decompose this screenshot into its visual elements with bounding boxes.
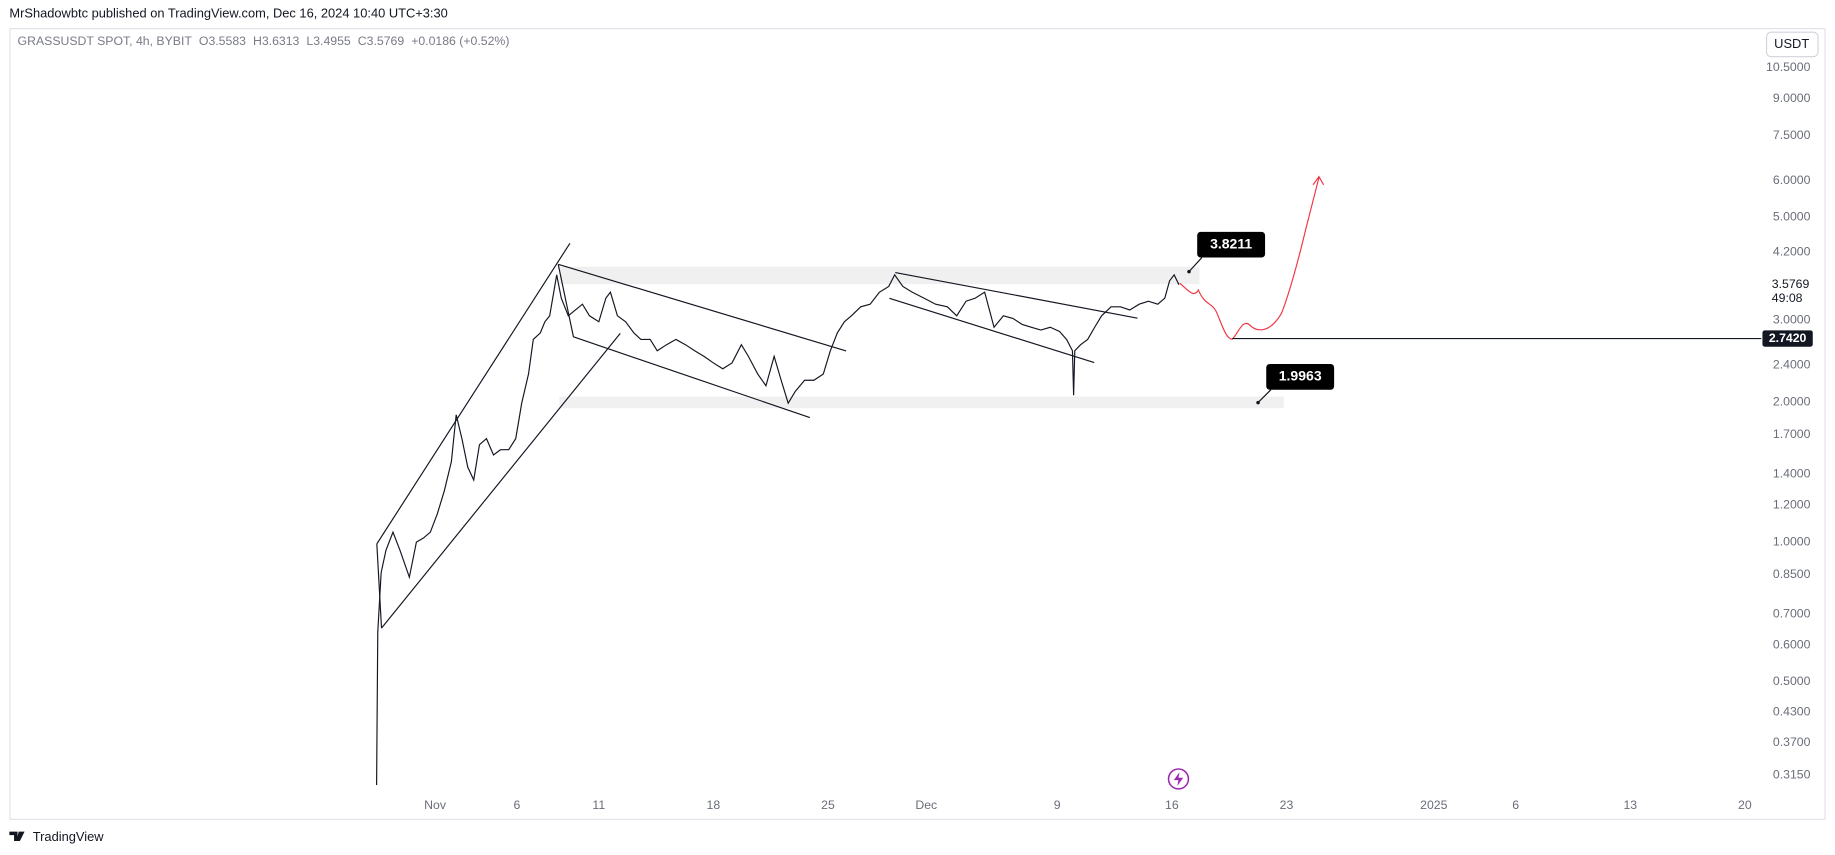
y-tick-label: 2.4000 — [1773, 358, 1811, 372]
y-tick-label: 0.3700 — [1773, 735, 1811, 749]
currency-label: USDT — [1774, 36, 1809, 51]
y-tick-label: 7.5000 — [1773, 128, 1811, 142]
y-tick-label: 10.5000 — [1766, 60, 1811, 74]
published-line: MrShadowbtc published on TradingView.com… — [9, 5, 447, 20]
symbol: GRASSUSDT SPOT, 4h, BYBIT — [18, 34, 193, 48]
y-tick-label: 0.3150 — [1773, 767, 1811, 781]
projection-path — [1179, 175, 1325, 340]
last-price: 3.5769 — [1772, 277, 1810, 291]
legend: GRASSUSDT SPOT, 4h, BYBIT O3.5583 H3.6313 L… — [18, 34, 510, 48]
support-zone — [559, 396, 1284, 409]
y-tick-label: 4.2000 — [1773, 245, 1811, 259]
y-tick-label: 0.7000 — [1773, 606, 1811, 620]
level-label-box — [1762, 330, 1813, 347]
x-tick-label: 20 — [1738, 798, 1752, 812]
y-tick-label: 1.2000 — [1773, 498, 1811, 512]
y-tick-label: 0.4300 — [1773, 705, 1811, 719]
y-tick-label: 2.0000 — [1773, 394, 1811, 408]
h-label: H — [253, 34, 262, 48]
x-tick-label: 23 — [1280, 798, 1294, 812]
countdown: 49:08 — [1772, 291, 1803, 305]
falling-channel — [557, 263, 847, 419]
resistance-zone — [559, 266, 1200, 285]
callout-stem — [1188, 257, 1203, 272]
level-label: 2.7420 — [1769, 331, 1807, 345]
l-value: 3.4955 — [313, 34, 351, 48]
x-tick-label: 13 — [1623, 798, 1637, 812]
y-tick-label: 0.8500 — [1773, 567, 1811, 581]
x-tick-label: 2025 — [1420, 798, 1447, 812]
y-tick-label: 1.4000 — [1773, 466, 1811, 480]
c-label: C — [358, 34, 367, 48]
wedge — [889, 271, 1138, 364]
chart-frame — [9, 28, 1826, 820]
y-tick-label: 1.0000 — [1773, 534, 1811, 548]
x-tick-label: 16 — [1165, 798, 1179, 812]
o-label: O — [199, 34, 209, 48]
x-tick-label: 6 — [1512, 798, 1519, 812]
brand-name: TradingView — [33, 829, 104, 844]
callout-stem — [1257, 389, 1272, 403]
y-tick-label: 0.5000 — [1773, 674, 1811, 688]
o-value: 3.5583 — [208, 34, 246, 48]
price-line — [376, 273, 1180, 786]
callout-box — [1266, 363, 1335, 390]
events-bolt — [1173, 771, 1184, 786]
y-tick-label: 6.0000 — [1773, 173, 1811, 187]
x-tick-label: 11 — [592, 798, 605, 812]
channels — [376, 242, 1138, 629]
rising-channel — [376, 242, 621, 629]
y-tick-label: 0.6000 — [1773, 637, 1811, 651]
callout-box — [1197, 231, 1266, 258]
l-label: L — [306, 34, 313, 48]
y-tick-label: 5.0000 — [1773, 210, 1811, 224]
x-tick-label: 25 — [821, 798, 835, 812]
x-tick-label: 6 — [514, 798, 521, 812]
c-value: 3.5769 — [367, 34, 405, 48]
callout-label: 1.9963 — [1279, 368, 1322, 384]
h-value: 3.6313 — [262, 34, 300, 48]
y-tick-label: 3.0000 — [1773, 313, 1811, 327]
y-tick-label: 1.7000 — [1773, 427, 1811, 441]
x-tick-label: 18 — [707, 798, 721, 812]
brand-logo — [9, 831, 25, 841]
change: +0.0186 (+0.52%) — [411, 34, 509, 48]
x-tick-label: Dec — [915, 798, 937, 812]
currency-button[interactable] — [1765, 31, 1819, 58]
callout-label: 3.8211 — [1210, 235, 1252, 251]
x-tick-label: 9 — [1054, 798, 1061, 812]
events-icon[interactable] — [1167, 768, 1190, 790]
y-tick-label: 9.0000 — [1773, 91, 1811, 105]
x-tick-label: Nov — [424, 798, 447, 812]
